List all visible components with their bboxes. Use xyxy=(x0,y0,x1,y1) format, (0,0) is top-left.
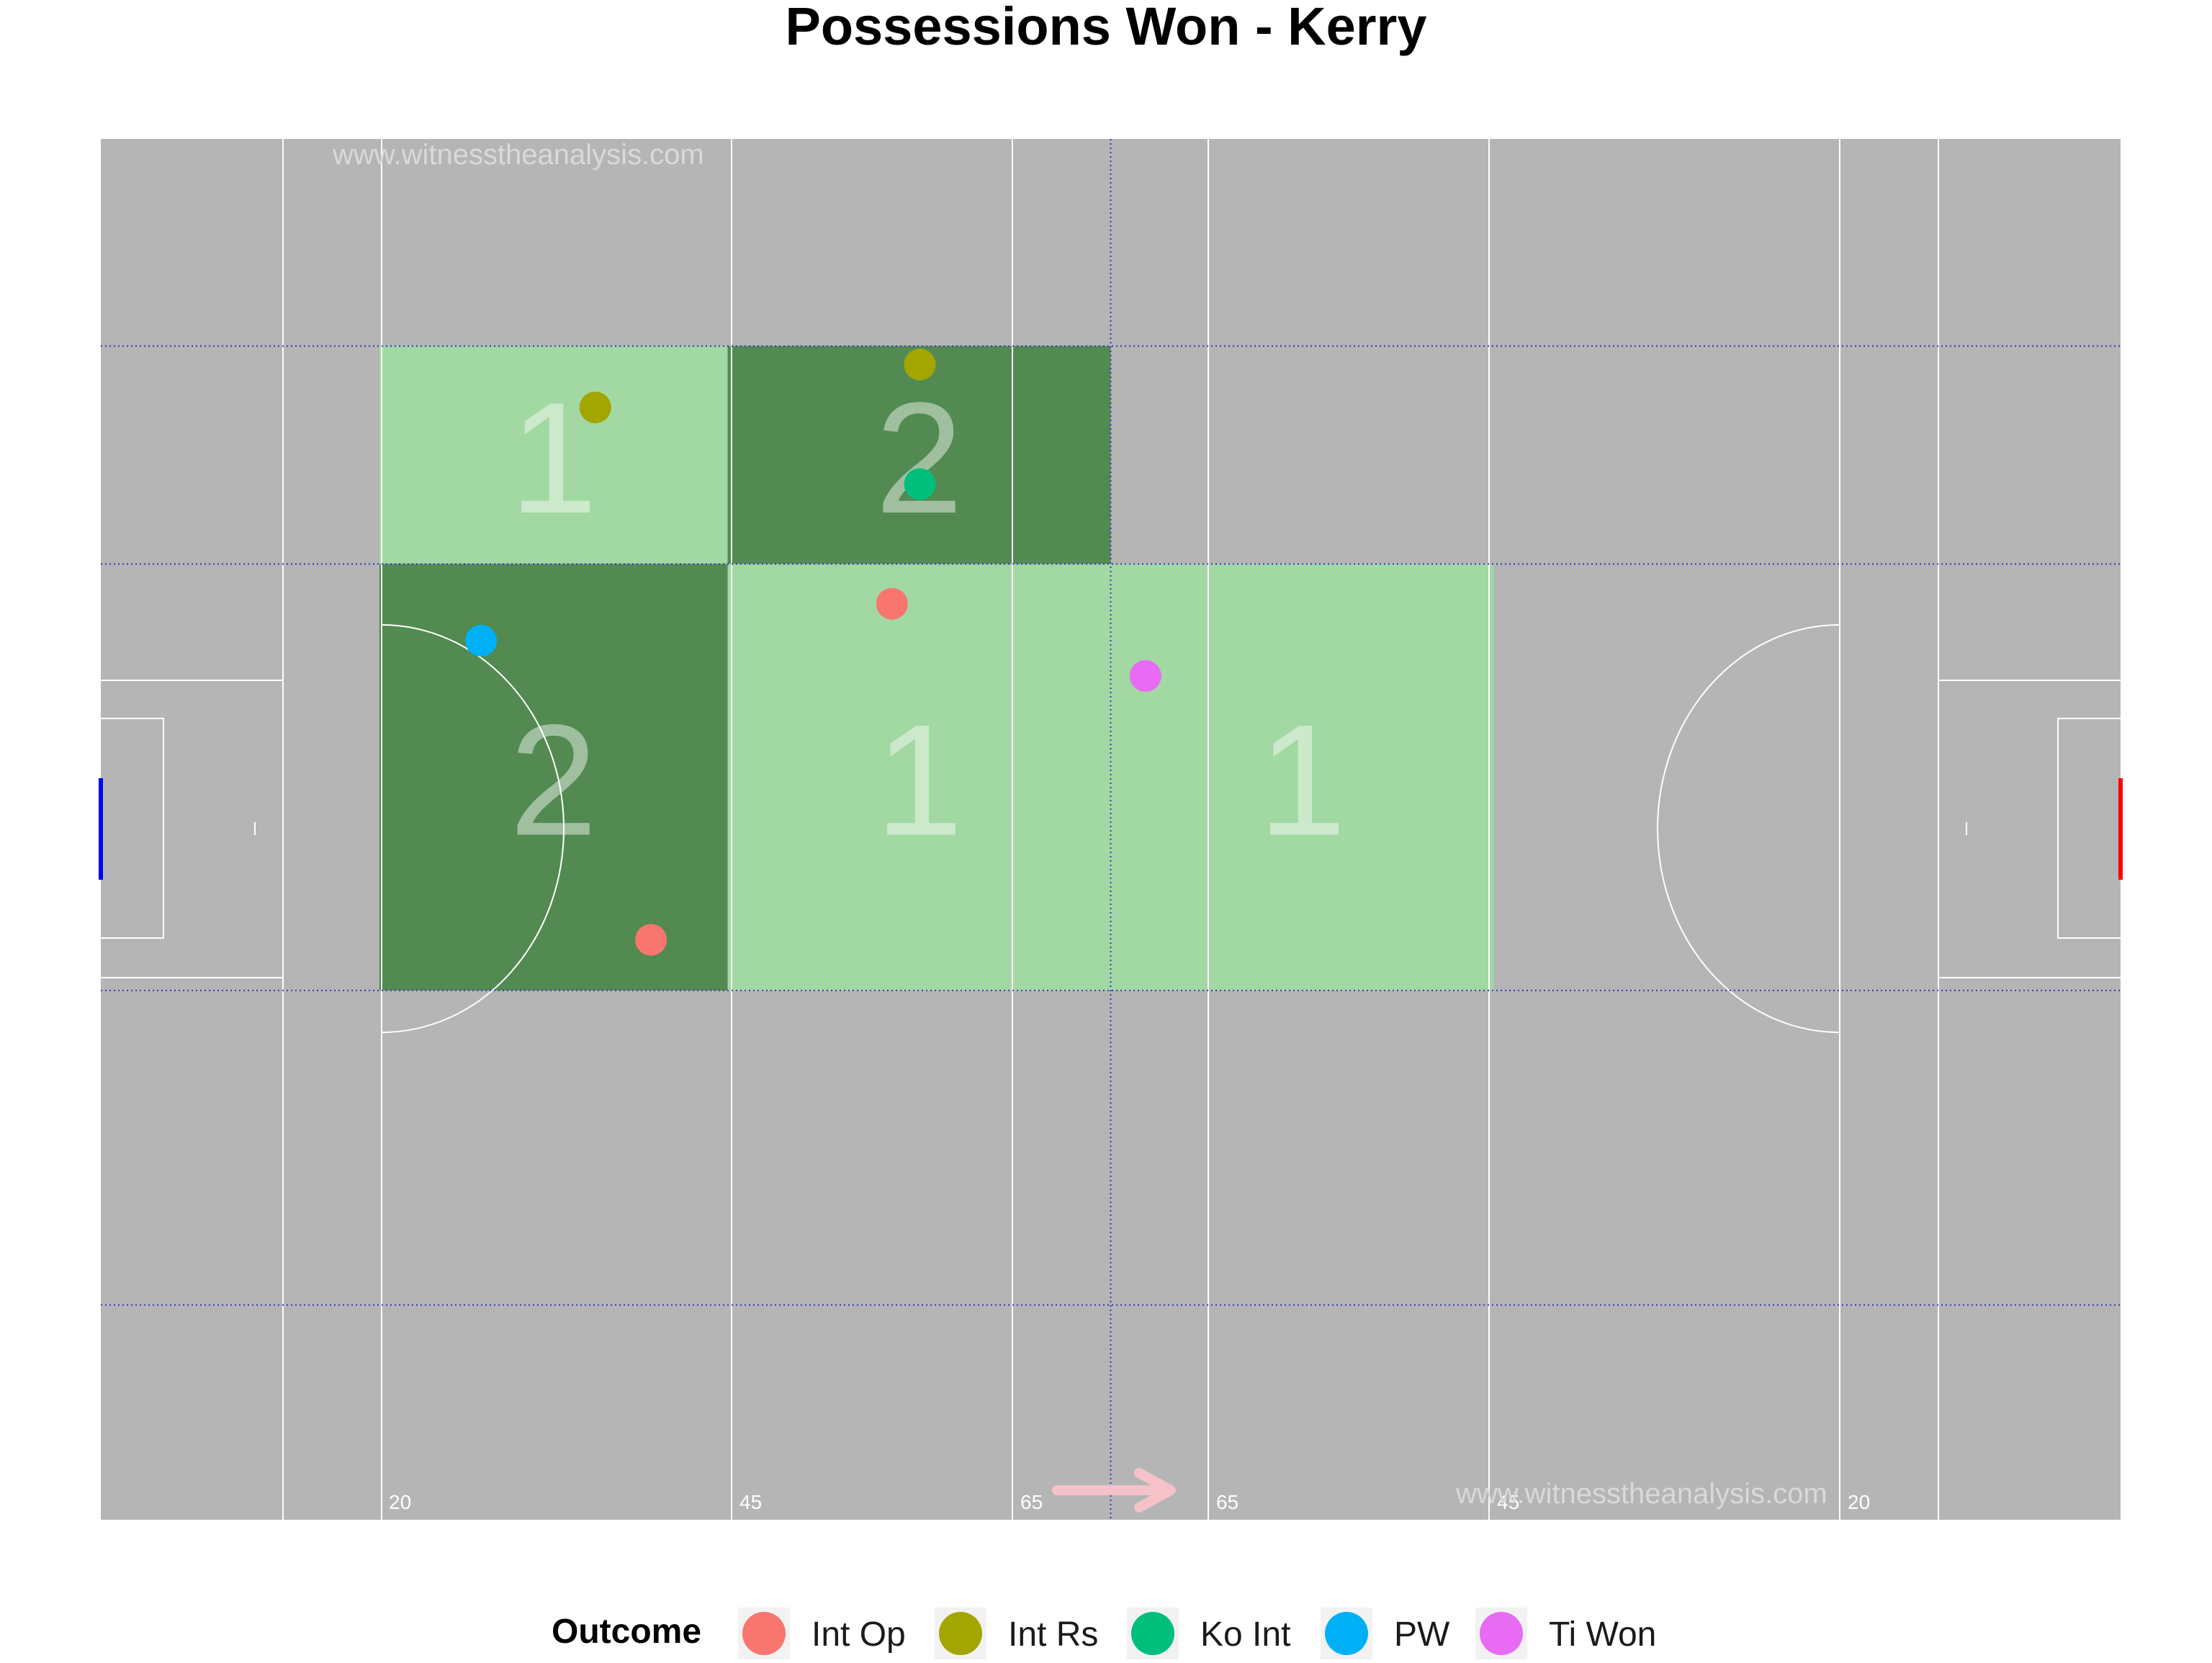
arrow-head xyxy=(1134,1468,1176,1513)
chart-title: Possessions Won - Kerry xyxy=(785,0,1427,56)
legend-label: Ti Won xyxy=(1549,1615,1656,1654)
zone-count-label: 1 xyxy=(1258,692,1346,869)
legend-label: PW xyxy=(1394,1615,1450,1654)
legend-swatch xyxy=(1480,1612,1523,1655)
heat-zone xyxy=(379,346,728,564)
large-rectangle-right xyxy=(1938,680,2121,978)
zone-count-label: 2 xyxy=(510,692,598,869)
data-point xyxy=(465,624,498,657)
zone-count-label: 1 xyxy=(875,692,963,869)
zone-count-label: 1 xyxy=(510,369,598,546)
watermark-bottom: www.witnesstheanalysis.com xyxy=(1455,1478,1827,1510)
heat-zone xyxy=(1110,564,1494,991)
legend: Outcome Int Op Int Rs Ko Int PW Ti Won xyxy=(552,1608,1656,1659)
data-point xyxy=(635,924,667,956)
zone-count-label: 2 xyxy=(875,369,963,546)
legend-label: Ko Int xyxy=(1200,1615,1290,1654)
arc-left xyxy=(381,624,565,1033)
watermark-top: www.witnesstheanalysis.com xyxy=(332,139,704,171)
data-point xyxy=(579,391,611,423)
distance-labels: 20 45 65 65 45 20 xyxy=(389,1491,1870,1513)
heat-zone xyxy=(727,564,1111,991)
legend-label: Int Op xyxy=(811,1615,906,1654)
distance-label-20-left: 20 xyxy=(389,1491,411,1513)
data-point xyxy=(904,348,936,381)
data-points xyxy=(465,348,1161,956)
arc-right xyxy=(1657,624,1840,1033)
data-point xyxy=(904,468,936,500)
data-point xyxy=(1129,659,1161,692)
legend-swatch xyxy=(1131,1612,1174,1655)
heat-zones xyxy=(379,346,1494,991)
legend-swatch xyxy=(1325,1612,1368,1655)
legend-swatch xyxy=(939,1612,982,1655)
heat-zone xyxy=(727,346,1111,564)
distance-label-20-right: 20 xyxy=(1848,1491,1870,1513)
distance-label-45-right: 45 xyxy=(1497,1491,1519,1513)
distance-label-45-left: 45 xyxy=(739,1491,762,1513)
legend-label: Int Rs xyxy=(1008,1615,1098,1654)
distance-label-65-left: 65 xyxy=(1020,1491,1043,1513)
zone-grid xyxy=(101,139,2121,1520)
small-rectangle-right xyxy=(2057,718,2121,939)
pitch-markings xyxy=(99,139,2123,1520)
legend-title: Outcome xyxy=(552,1613,701,1651)
small-rectangle-left xyxy=(101,718,164,939)
large-rectangle-left xyxy=(101,680,284,978)
data-point xyxy=(876,587,908,620)
distance-label-65-right: 65 xyxy=(1216,1491,1238,1513)
legend-swatch xyxy=(742,1612,786,1655)
attack-direction-arrow xyxy=(1052,1468,1176,1513)
zone-count-labels: 1 2 2 1 1 xyxy=(510,369,1346,869)
legend-items: Int Op Int Rs Ko Int PW Ti Won xyxy=(738,1608,1656,1659)
